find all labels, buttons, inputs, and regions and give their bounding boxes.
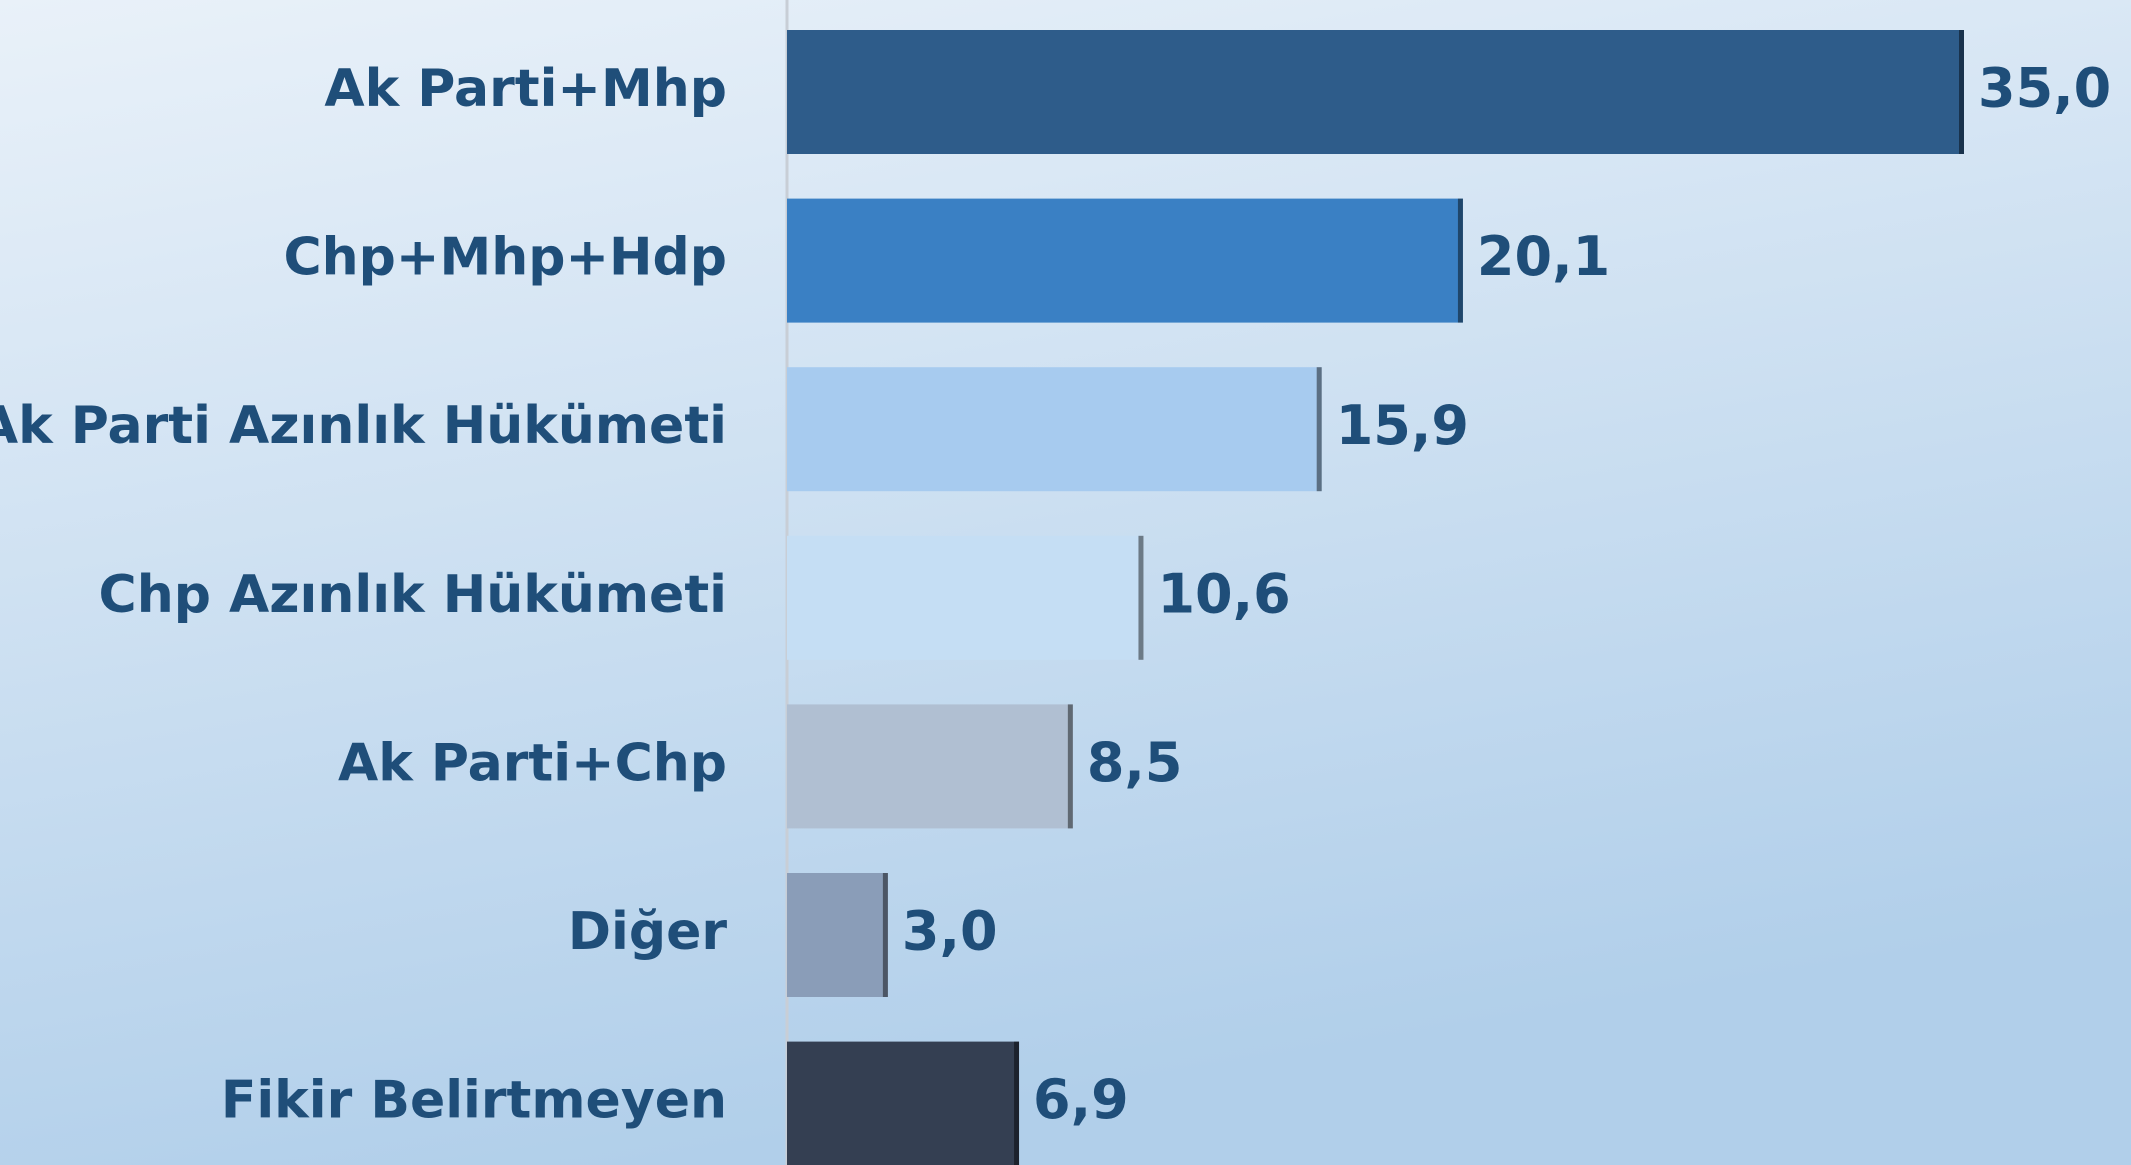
bar-edge bbox=[1316, 367, 1322, 492]
bar bbox=[787, 30, 1964, 154]
category-label: Diğer bbox=[568, 902, 727, 962]
category-label: Fikir Belirtmeyen bbox=[221, 1071, 727, 1131]
value-label: 8,5 bbox=[1087, 731, 1183, 794]
bar-edge bbox=[1959, 30, 1964, 154]
bar bbox=[787, 535, 1144, 660]
value-label: 3,0 bbox=[902, 900, 998, 963]
value-label: 10,6 bbox=[1157, 562, 1290, 625]
value-label: 6,9 bbox=[1033, 1068, 1129, 1131]
category-label: Chp Azınlık Hükümeti bbox=[99, 565, 727, 625]
bar bbox=[787, 198, 1463, 323]
category-label: Ak Parti+Chp bbox=[338, 733, 727, 793]
bar bbox=[787, 367, 1322, 492]
category-label: Ak Parti Azınlık Hükümeti bbox=[0, 396, 727, 456]
value-label: 15,9 bbox=[1336, 394, 1469, 457]
bar-edge bbox=[1457, 198, 1463, 323]
bar bbox=[787, 1041, 1020, 1165]
bar-edge bbox=[1138, 535, 1144, 660]
bar bbox=[787, 873, 888, 997]
category-label: Ak Parti+Mhp bbox=[324, 59, 727, 119]
value-label: 20,1 bbox=[1477, 225, 1610, 288]
value-label: 35,0 bbox=[1978, 57, 2111, 120]
bar bbox=[787, 704, 1073, 829]
bar-edge bbox=[1067, 704, 1073, 829]
bar-edge bbox=[882, 873, 888, 997]
category-label: Chp+Mhp+Hdp bbox=[284, 228, 728, 288]
bar-edge bbox=[1014, 1041, 1020, 1165]
